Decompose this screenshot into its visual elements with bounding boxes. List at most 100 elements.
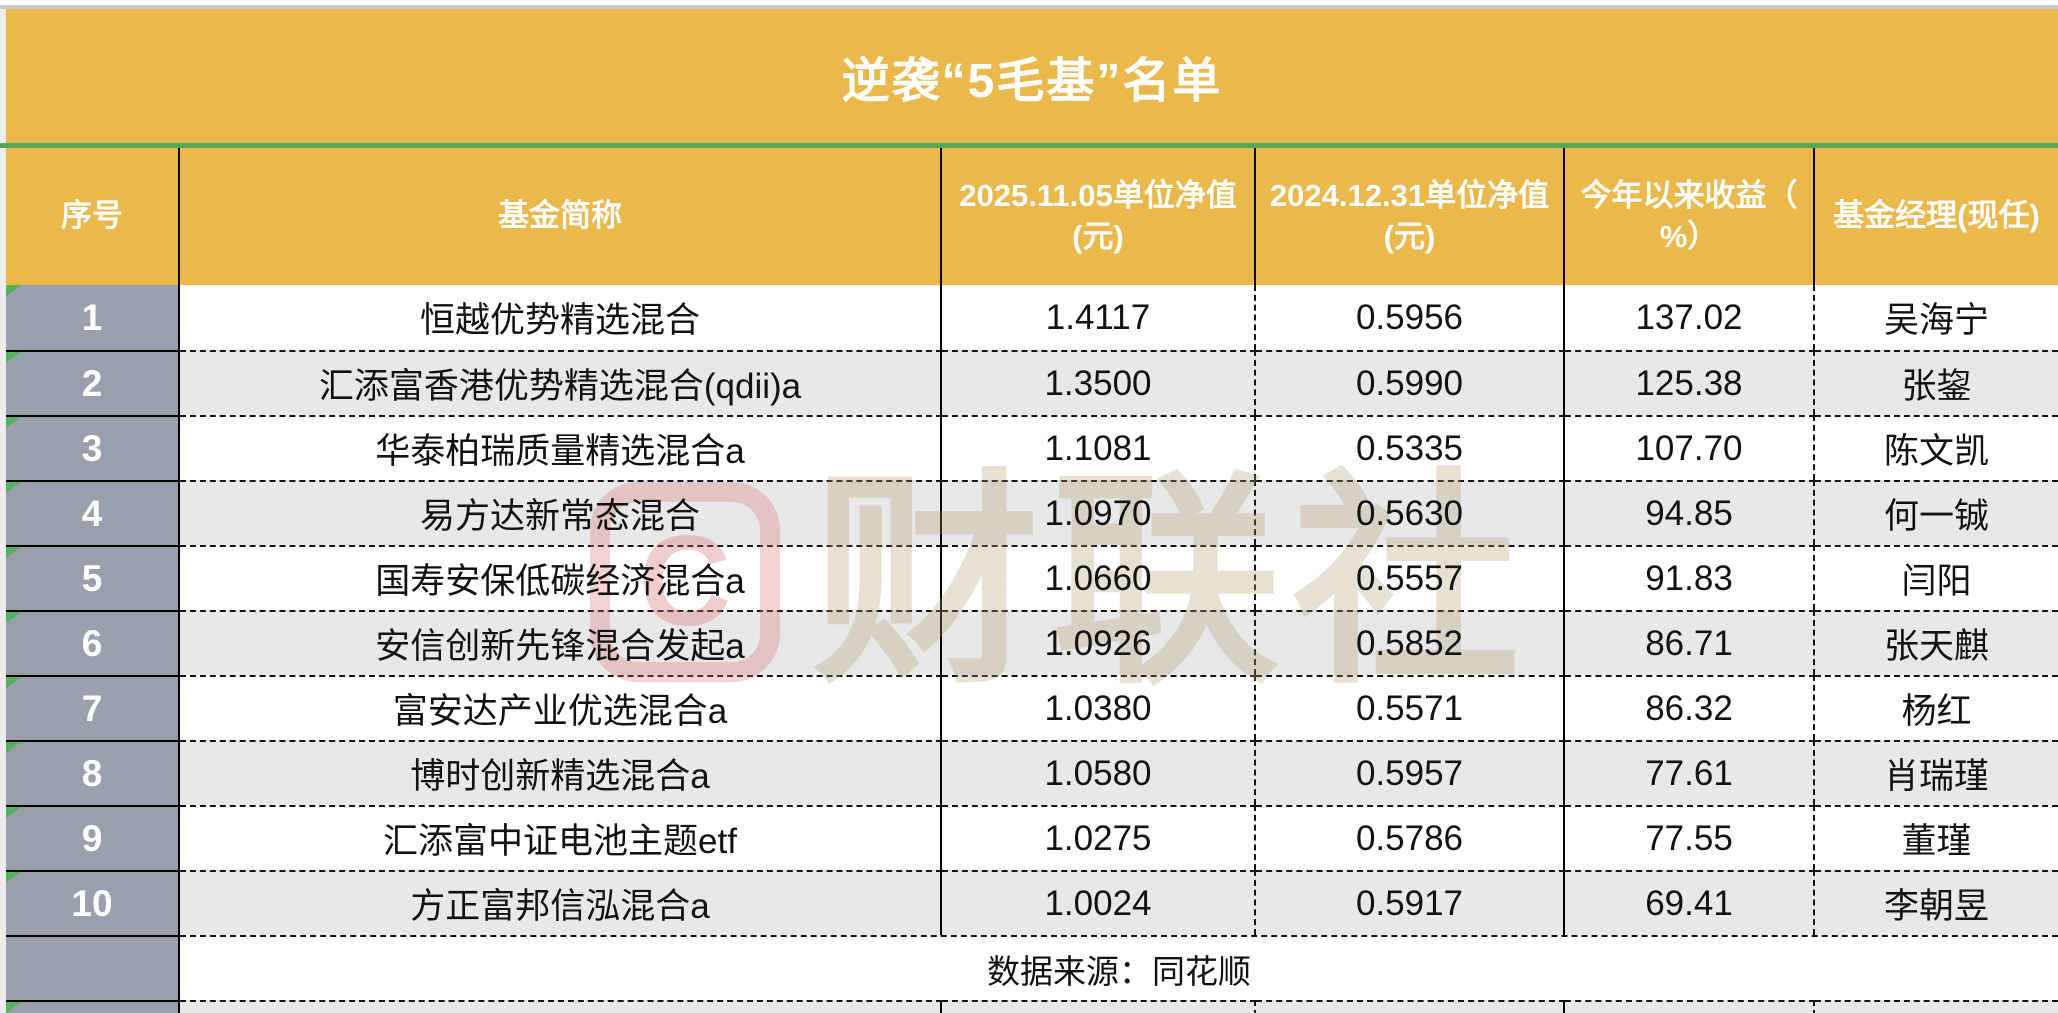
cell-manager[interactable]: 张天麒: [1815, 610, 2058, 675]
cell-nav-2025[interactable]: 1.0380: [942, 675, 1256, 740]
cell-ytd-return[interactable]: 86.71: [1565, 610, 1815, 675]
cell-fund-name[interactable]: 国寿安保低碳经济混合a: [180, 545, 942, 610]
cell-fund-name[interactable]: 方正富邦信泓混合a: [180, 870, 942, 935]
error-indicator-triangle: [6, 285, 21, 296]
footer-index-cell[interactable]: [6, 935, 180, 1000]
cell-nav-2024[interactable]: 0.5917: [1256, 870, 1565, 935]
ytd-return-text: 69.41: [1645, 883, 1733, 923]
cell-index[interactable]: 9: [6, 805, 180, 870]
ytd-return-text: 125.38: [1635, 363, 1743, 403]
cell-nav-2025[interactable]: 1.3500: [942, 350, 1256, 415]
header-fund-manager[interactable]: 基金经理(现任): [1833, 198, 2040, 234]
cell-fund-name[interactable]: 富安达产业优选混合a: [180, 675, 942, 740]
cell-nav-2025[interactable]: 1.0580: [942, 740, 1256, 805]
cell-nav-2025[interactable]: 1.0024: [942, 870, 1256, 935]
data-source-text: 数据来源：同花顺: [987, 952, 1251, 990]
cell-index[interactable]: 5: [6, 545, 180, 610]
cell-index[interactable]: 10: [6, 870, 180, 935]
cell-nav-2025[interactable]: 1.4117: [942, 285, 1256, 350]
cell-index[interactable]: [6, 1000, 180, 1013]
cell-ytd-return[interactable]: 125.38: [1565, 350, 1815, 415]
cell-fund-name[interactable]: 易方达新常态混合: [180, 480, 942, 545]
fund-name-text: 博时创新精选混合a: [410, 757, 710, 796]
nav-2025-text: 1.0580: [1044, 753, 1152, 793]
cell-index[interactable]: 3: [6, 415, 180, 480]
table-row: 8 博时创新精选混合a 1.0580 0.5957 77.61 肖瑞瑾: [6, 740, 2058, 805]
manager-text: 肖瑞瑾: [1883, 757, 1989, 796]
cell-ytd-return[interactable]: 107.70: [1565, 415, 1815, 480]
cell-index[interactable]: 4: [6, 480, 180, 545]
cell-nav-2025[interactable]: 1.0660: [942, 545, 1256, 610]
table-body: 1 恒越优势精选混合 1.4117 0.5956 137.02 吴海宁 2 汇添…: [6, 285, 2058, 935]
header-ytd-return[interactable]: 今年以来收益（ %）: [1565, 148, 1815, 285]
manager-text: 吴海宁: [1883, 301, 1989, 340]
cell-nav-2025[interactable]: [942, 1000, 1256, 1013]
cell-ytd-return[interactable]: 137.02: [1565, 285, 1815, 350]
cell-fund-name[interactable]: 博时创新精选混合a: [180, 740, 942, 805]
cell-index[interactable]: 6: [6, 610, 180, 675]
cell-nav-2025[interactable]: 1.1081: [942, 415, 1256, 480]
cell-fund-name[interactable]: 汇添富中证电池主题etf: [180, 805, 942, 870]
ytd-return-text: 107.70: [1635, 428, 1743, 468]
cell-nav-2024[interactable]: 0.5335: [1256, 415, 1565, 480]
index-text: 5: [81, 557, 103, 599]
cell-fund-name[interactable]: 恒越优势精选混合: [180, 285, 942, 350]
cell-nav-2024[interactable]: 0.5786: [1256, 805, 1565, 870]
cell-nav-2025[interactable]: 1.0926: [942, 610, 1256, 675]
cell-ytd-return[interactable]: 94.85: [1565, 480, 1815, 545]
cell-nav-2024[interactable]: 0.5956: [1256, 285, 1565, 350]
cell-nav-2025[interactable]: 1.0970: [942, 480, 1256, 545]
cell-nav-2025[interactable]: 1.0275: [942, 805, 1256, 870]
cell-manager[interactable]: 张鋆: [1815, 350, 2058, 415]
cell-index[interactable]: 7: [6, 675, 180, 740]
cell-index[interactable]: 2: [6, 350, 180, 415]
nav-2024-text: 0.5917: [1355, 883, 1464, 923]
header-fund-name[interactable]: 基金简称: [180, 148, 942, 285]
cell-manager[interactable]: 吴海宁: [1815, 285, 2058, 350]
header-nav-2024[interactable]: 2024.12.31单位净值 (元): [1256, 148, 1565, 285]
data-source-cell[interactable]: 数据来源：同花顺: [180, 935, 2058, 1000]
cell-nav-2024[interactable]: 0.5557: [1256, 545, 1565, 610]
table-row: 7 富安达产业优选混合a 1.0380 0.5571 86.32 杨红: [6, 675, 2058, 740]
ytd-return-text: 77.55: [1645, 818, 1733, 858]
cell-nav-2024[interactable]: 0.5630: [1256, 480, 1565, 545]
cell-manager[interactable]: 杨红: [1815, 675, 2058, 740]
nav-2024-text: 0.5335: [1355, 428, 1464, 468]
cell-manager[interactable]: 何一铖: [1815, 480, 2058, 545]
cell-manager[interactable]: [1815, 1000, 2058, 1013]
cell-ytd-return[interactable]: 86.32: [1565, 675, 1815, 740]
nav-2025-text: 1.0926: [1044, 623, 1152, 663]
cell-ytd-return[interactable]: 77.55: [1565, 805, 1815, 870]
cell-nav-2024[interactable]: 0.5957: [1256, 740, 1565, 805]
cell-ytd-return[interactable]: 69.41: [1565, 870, 1815, 935]
cell-ytd-return[interactable]: 77.61: [1565, 740, 1815, 805]
fund-name-text: 恒越优势精选混合: [419, 301, 700, 340]
partial-bottom-row: [6, 1000, 2058, 1013]
cell-fund-name[interactable]: 华泰柏瑞质量精选混合a: [180, 415, 942, 480]
cell-manager[interactable]: 董瑾: [1815, 805, 2058, 870]
cell-index[interactable]: 1: [6, 285, 180, 350]
cell-nav-2024[interactable]: 0.5990: [1256, 350, 1565, 415]
cell-fund-name[interactable]: 安信创新先锋混合发起a: [180, 610, 942, 675]
table-title-cell[interactable]: 逆袭“5毛基”名单: [6, 9, 2058, 143]
cell-ytd-return[interactable]: [1565, 1000, 1815, 1013]
index-text: 8: [81, 752, 103, 794]
cell-manager[interactable]: 陈文凯: [1815, 415, 2058, 480]
cell-nav-2024[interactable]: 0.5852: [1256, 610, 1565, 675]
cell-fund-name[interactable]: 汇添富香港优势精选混合(qdii)a: [180, 350, 942, 415]
cell-fund-name[interactable]: [180, 1000, 942, 1013]
cell-index[interactable]: 8: [6, 740, 180, 805]
header-index[interactable]: 序号: [6, 148, 180, 285]
nav-2024-text: 0.5956: [1355, 297, 1464, 337]
index-text: 10: [71, 882, 113, 924]
fund-name-text: 易方达新常态混合: [419, 497, 700, 536]
cell-nav-2024[interactable]: [1256, 1000, 1565, 1013]
cell-manager[interactable]: 肖瑞瑾: [1815, 740, 2058, 805]
cell-manager[interactable]: 闫阳: [1815, 545, 2058, 610]
cell-manager[interactable]: 李朝昱: [1815, 870, 2058, 935]
cell-ytd-return[interactable]: 91.83: [1565, 545, 1815, 610]
header-nav-2025[interactable]: 2025.11.05单位净值 (元): [942, 148, 1256, 285]
index-text: 4: [81, 492, 103, 534]
cell-nav-2024[interactable]: 0.5571: [1256, 675, 1565, 740]
table-row-partial: [6, 1000, 2058, 1013]
